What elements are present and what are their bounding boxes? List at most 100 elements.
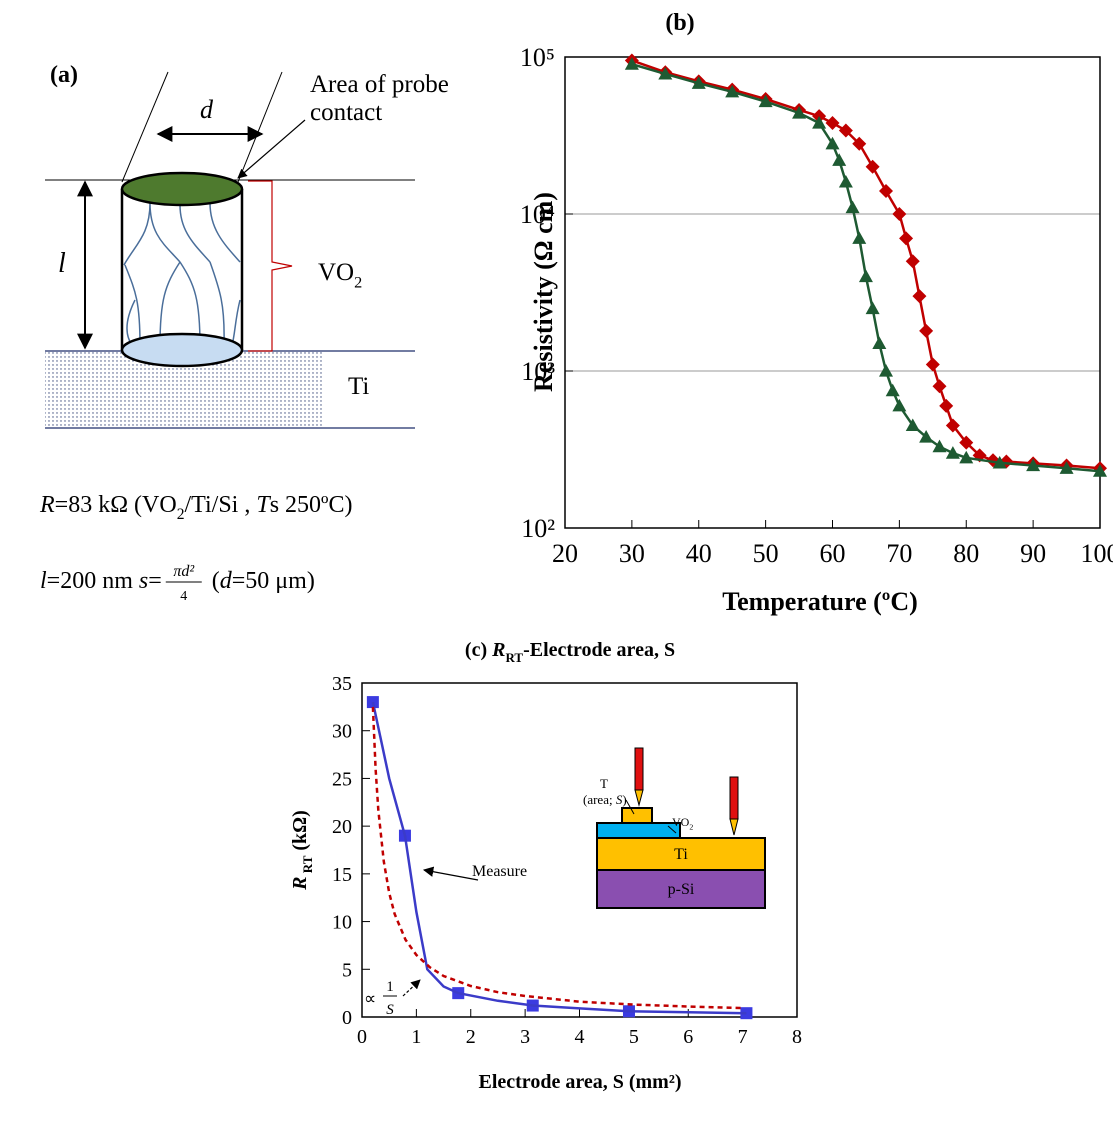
x-tick-label: 50 [753,539,779,568]
x-tick-label: 100 [1081,539,1113,568]
data-point [852,136,867,151]
series-line [631,59,1101,470]
data-point [919,323,934,338]
inset-label: (area; S) [583,792,627,807]
data-point [838,174,853,188]
inset-label: T [600,776,608,791]
probe-tip [634,789,644,807]
x-tick-label: 20 [552,539,578,568]
text-part: R [491,639,505,661]
text-part: d [220,568,233,594]
data-point [1059,461,1074,474]
fraction-denominator: 4 [180,589,187,604]
data-point [945,446,960,459]
probe [729,776,739,820]
text-part: ( [212,568,220,594]
data-point [740,1007,753,1020]
text-part: (c) [465,639,492,661]
data-point [932,379,947,394]
data-point [905,254,920,269]
data-point [725,84,740,98]
l-label: l [58,248,66,279]
y-tick-label: 10 [332,912,352,934]
inset-drawing [383,747,766,997]
data-point [899,231,914,246]
text-part: =83 kΩ (VO [55,492,177,518]
formula: (d=50 μm) [212,568,315,594]
probe-tip [729,818,739,836]
y-axis-title: Resistivity (Ω cm) [529,192,558,392]
data-point [879,364,893,377]
text-part: -Electrode area, S [523,639,675,661]
y-tick-label: 30 [332,721,352,743]
data-point [925,357,940,372]
text-part: VO [318,259,354,286]
text-part: T [256,492,271,518]
x-tick-label: 5 [629,1026,639,1048]
text-part: s [139,568,148,594]
data-point [939,398,954,413]
probe-label: contact [310,99,382,126]
x-tick-label: 7 [738,1026,748,1048]
y-tick-label: 10² [521,514,555,543]
data-point [825,136,840,150]
data-point [959,435,974,450]
vo2-layer [596,822,681,839]
data-point [792,105,807,119]
vo2-label: VO2 [318,259,362,292]
ti-layer [596,837,766,871]
x-tick-label: 40 [686,539,712,568]
top-electrode [621,807,653,824]
data-point [892,207,907,221]
data-point [852,231,867,244]
data-point [758,94,773,108]
inset-label: VO2 [672,815,693,832]
x-tick-label: 1 [411,1026,421,1048]
pointer [625,799,635,815]
text-part: VO [672,815,690,829]
p-si-layer [596,869,766,909]
x-tick-label: 6 [683,1026,693,1048]
data-point [858,269,873,283]
data-point [892,398,907,412]
data-point [624,57,639,70]
contact-area [120,171,244,207]
plot-frame [564,56,1101,529]
d-label: d [200,95,214,124]
text-part: RT [300,855,315,876]
annotation: ∝ [364,989,376,1008]
probe-label: Area of probe [310,71,449,98]
data-point [1026,458,1041,472]
text-part: =200 nm [47,568,139,594]
series-line [371,706,743,1010]
data-point [691,76,706,89]
annotation: S [386,1002,394,1018]
data-point [865,301,880,315]
data-point [885,383,900,397]
vo2-bracket [248,180,293,352]
data-point [959,450,974,464]
grain-lines [123,202,241,347]
inset-label: Ti [674,846,688,863]
formula: l=200 nm s= [40,568,162,594]
data-point [945,418,960,433]
pointer [667,825,677,834]
data-point [845,200,860,214]
ti-label: Ti [348,373,369,400]
series-line [631,62,1101,473]
probe-arrow [237,119,306,179]
text-part: ) [622,792,626,807]
text-part: RT [505,650,523,665]
text-part: l [40,568,47,594]
data-point [992,455,1007,469]
data-point [838,123,853,138]
x-axis-title: Electrode area, S (mm²) [479,1071,682,1093]
guide-line [237,71,283,183]
y-axis-title: R RT (kΩ) [289,810,315,891]
y-tick-label: 20 [332,816,352,838]
data-point [1093,464,1107,477]
data-point [825,115,840,130]
y-tick-label: 10⁴ [520,200,555,229]
text-part: R [289,876,311,890]
x-tick-label: 0 [357,1026,367,1048]
